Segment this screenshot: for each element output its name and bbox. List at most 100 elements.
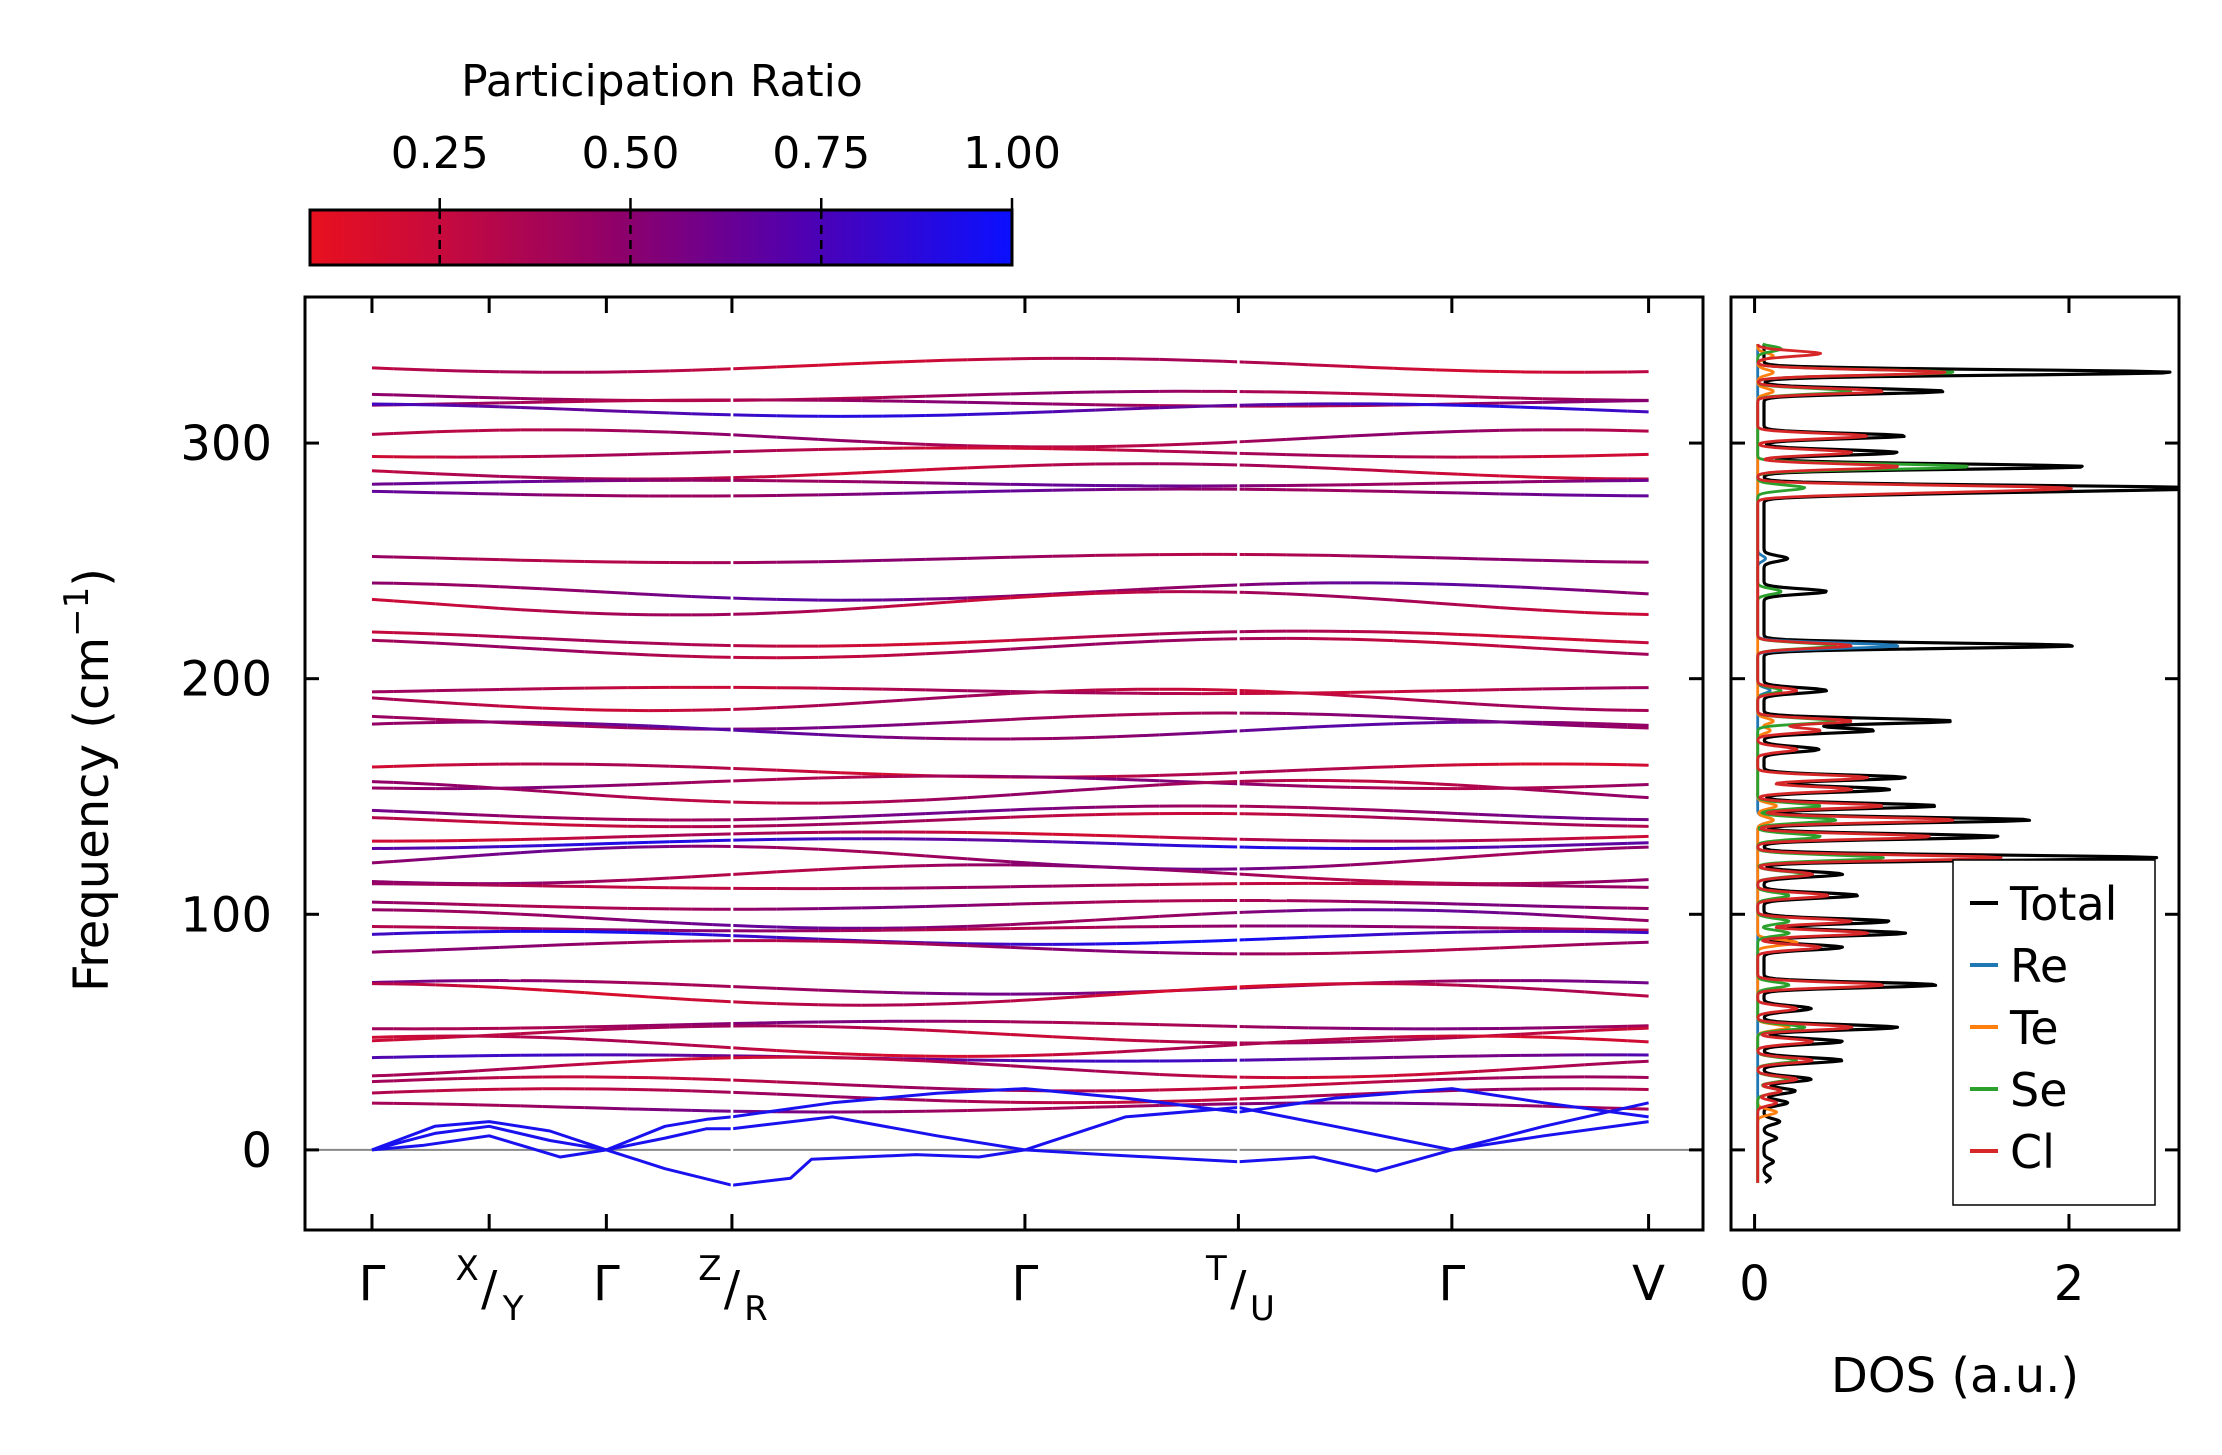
optical-band-segment (1074, 408, 1096, 413)
optical-band-segment (669, 920, 692, 926)
optical-band-segment (840, 989, 862, 994)
optical-band-segment (1584, 1037, 1607, 1042)
optical-band-segment (1116, 712, 1138, 717)
optical-band-segment (1222, 583, 1245, 587)
k-point-label: V (1632, 1256, 1665, 1312)
optical-band-segment (1414, 393, 1436, 398)
optical-band-segment (478, 852, 500, 857)
optical-band-segment (818, 937, 841, 942)
optical-band-segment (1435, 1036, 1458, 1041)
optical-band-segment (1350, 1074, 1373, 1079)
optical-band-segment (1031, 832, 1053, 836)
optical-band-segment (1350, 765, 1373, 770)
optical-band-segment (712, 984, 734, 989)
optical-band-segment (605, 841, 628, 846)
optical-band-segment (882, 558, 904, 562)
optical-band-segment (882, 851, 904, 856)
optical-band-segment (988, 596, 1011, 601)
optical-band-segment (542, 723, 564, 727)
optical-band-segment (712, 933, 734, 938)
optical-band-segment (1350, 862, 1373, 867)
optical-band-segment (456, 853, 479, 859)
optical-band-segment (563, 1036, 585, 1041)
optical-band-segment (988, 815, 1011, 820)
optical-band-segment (1308, 363, 1330, 368)
optical-band-segment (1542, 1035, 1564, 1040)
optical-band-segment (1456, 603, 1479, 608)
dos-x-tick-label: 2 (2054, 1256, 2085, 1312)
optical-band-segment (818, 770, 841, 775)
band-y-tick-label: 300 (180, 416, 272, 472)
optical-band-segment (414, 810, 436, 815)
optical-band-segment (691, 932, 713, 937)
optical-band-segment (499, 903, 521, 908)
optical-band-segment (1542, 815, 1564, 820)
optical-band-segment (584, 724, 607, 729)
optical-band-segment (1350, 1091, 1373, 1096)
optical-band-segment (946, 694, 968, 699)
optical-band-segment (1478, 702, 1500, 707)
colorbar-ticks: 0.25 0.50 0.75 1.00 (391, 128, 1061, 265)
optical-band-segment (478, 474, 500, 478)
optical-band-segment (1052, 775, 1075, 780)
optical-band-segment (1435, 1071, 1458, 1076)
optical-band-segment (542, 406, 564, 411)
optical-band-segment (797, 776, 819, 781)
optical-band-segment (499, 405, 521, 409)
dos-x-tick-label: 0 (1739, 1256, 1770, 1312)
optical-band-segment (605, 992, 628, 998)
optical-band-segment (1329, 1092, 1351, 1097)
optical-band-segment (1244, 984, 1266, 989)
optical-band-segment (733, 766, 756, 771)
optical-band-segment (988, 464, 1011, 469)
optical-band-segment (1052, 689, 1075, 693)
optical-band-segment (1052, 947, 1075, 952)
optical-band-segment (1563, 587, 1585, 592)
optical-band-segment (520, 705, 543, 710)
optical-band-segment (988, 555, 1011, 560)
optical-band-segment (457, 583, 479, 588)
optical-band-segment (1605, 980, 1628, 984)
optical-band-segment (627, 840, 649, 845)
optical-band-segment (1010, 860, 1032, 865)
optical-band-segment (818, 775, 841, 780)
optical-band-segment (1201, 986, 1224, 991)
optical-band-segment (903, 468, 926, 473)
optical-band-segment (840, 654, 862, 659)
optical-band-segment (1393, 816, 1415, 821)
optical-band-segment (1244, 590, 1266, 595)
optical-band-segment (1159, 631, 1181, 636)
optical-band-segment (414, 556, 436, 560)
optical-band-segment (1478, 984, 1500, 989)
optical-band-segment (1074, 1068, 1096, 1073)
optical-band-segment (1350, 950, 1373, 955)
optical-band-segment (1159, 1023, 1181, 1027)
optical-band-segment (1457, 632, 1479, 637)
optical-band-segment (1180, 987, 1202, 992)
optical-band-segment (1010, 814, 1032, 819)
optical-band-segment (1520, 844, 1543, 848)
optical-band-segment (1414, 817, 1436, 822)
optical-band-segment (563, 989, 585, 995)
optical-band-segment (1116, 834, 1138, 839)
optical-band-segment (1499, 813, 1521, 818)
optical-band-segment (627, 994, 649, 999)
optical-band-segment (414, 1071, 436, 1076)
optical-band-segment (563, 880, 585, 884)
optical-band-segment (733, 612, 755, 616)
optical-band-segment (1031, 946, 1053, 951)
optical-band-segment (1457, 811, 1479, 816)
colorbar-tick-label: 0.25 (391, 128, 489, 179)
optical-band-segment (1563, 942, 1585, 947)
optical-band-segment (457, 633, 479, 638)
optical-band-segment (457, 369, 479, 373)
optical-band-segment (435, 717, 458, 722)
optical-band-segment (456, 642, 479, 647)
optical-band-segment (1137, 1103, 1160, 1108)
optical-band-segment (1414, 948, 1436, 953)
optical-band-segment (1584, 1062, 1607, 1067)
optical-band-segment (371, 638, 394, 643)
optical-band-segment (946, 640, 968, 645)
optical-band-segment (414, 582, 436, 586)
